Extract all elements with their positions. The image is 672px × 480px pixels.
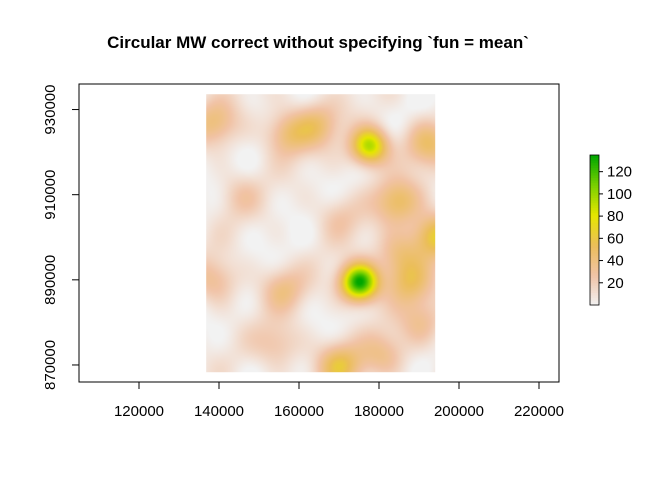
x-tick-label: 200000	[434, 403, 484, 420]
legend-color-step	[590, 202, 599, 206]
legend-color-step	[590, 177, 599, 181]
legend-color-step	[590, 230, 599, 234]
x-tick-label: 120000	[114, 403, 164, 420]
legend-color-step	[590, 240, 599, 244]
legend-color-step	[590, 245, 599, 249]
legend-color-step	[590, 185, 599, 189]
legend-color-step	[590, 170, 599, 174]
legend-color-step	[590, 300, 599, 304]
y-tick-label: 870000	[42, 340, 59, 390]
legend-color-step	[590, 257, 599, 261]
legend-color-step	[590, 282, 599, 286]
legend-color-step	[590, 297, 599, 301]
legend-color-step	[590, 182, 599, 186]
legend-color-step	[590, 205, 599, 209]
legend-color-step	[590, 227, 599, 231]
legend-color-step	[590, 200, 599, 204]
legend-color-step	[590, 222, 599, 226]
legend-color-step	[590, 280, 599, 284]
legend-color-step	[590, 180, 599, 184]
legend-color-step	[590, 287, 599, 291]
legend-color-step	[590, 155, 599, 159]
legend-color-step	[590, 267, 599, 271]
legend-color-step	[590, 192, 599, 196]
legend-color-step	[590, 220, 599, 224]
legend-color-step	[590, 295, 599, 299]
legend-color-step	[590, 165, 599, 169]
legend-color-step	[590, 207, 599, 211]
legend-color-step	[590, 260, 599, 264]
legend-color-step	[590, 235, 599, 239]
legend-tick-label: 100	[607, 186, 632, 203]
legend-color-step	[590, 157, 599, 161]
legend-color-step	[590, 212, 599, 216]
legend-color-step	[590, 270, 599, 274]
legend-color-step	[590, 172, 599, 176]
legend-color-step	[590, 277, 599, 281]
legend-color-step	[590, 272, 599, 276]
x-tick-label: 160000	[274, 403, 324, 420]
x-tick-label: 180000	[354, 403, 404, 420]
legend-color-step	[590, 195, 599, 199]
legend-color-step	[590, 160, 599, 164]
legend-color-step	[590, 262, 599, 266]
legend-tick-label: 40	[607, 253, 624, 270]
legend-color-step	[590, 285, 599, 289]
legend-color-step	[590, 302, 599, 306]
raster-image	[206, 94, 436, 373]
legend-color-step	[590, 190, 599, 194]
legend-color-step	[590, 265, 599, 269]
legend-color-step	[590, 247, 599, 251]
y-tick-label: 890000	[42, 255, 59, 305]
legend-color-step	[590, 167, 599, 171]
legend-color-step	[590, 232, 599, 236]
legend-color-step	[590, 215, 599, 219]
legend-color-step	[590, 237, 599, 241]
chart-title: Circular MW correct without specifying `…	[107, 33, 529, 52]
legend-tick-label: 60	[607, 230, 624, 247]
y-tick-label: 930000	[42, 85, 59, 135]
x-axis: 120000 140000 160000 180000 200000 220000	[114, 381, 564, 420]
legend-color-step	[590, 187, 599, 191]
legend-color-step	[590, 292, 599, 296]
legend-color-step	[590, 290, 599, 294]
legend-color-step	[590, 275, 599, 279]
legend-tick-label: 80	[607, 208, 624, 225]
x-tick-label: 220000	[514, 403, 564, 420]
color-legend: 20 40 60 80 100 120	[589, 154, 632, 306]
legend-tick-label: 120	[607, 164, 632, 181]
legend-color-step	[590, 210, 599, 214]
x-tick-label: 140000	[194, 403, 244, 420]
legend-color-step	[590, 197, 599, 201]
legend-color-step	[590, 242, 599, 246]
y-axis: 870000 890000 910000 930000	[42, 85, 80, 390]
y-tick-label: 910000	[42, 170, 59, 220]
legend-color-step	[590, 255, 599, 259]
legend-color-step	[590, 250, 599, 254]
raster-layer	[206, 94, 436, 373]
legend-color-step	[590, 217, 599, 221]
legend-color-step	[590, 175, 599, 179]
legend-tick-label: 20	[607, 275, 624, 292]
legend-color-step	[590, 162, 599, 166]
legend-color-step	[590, 252, 599, 256]
legend-frame	[589, 154, 600, 306]
legend-color-step	[590, 225, 599, 229]
